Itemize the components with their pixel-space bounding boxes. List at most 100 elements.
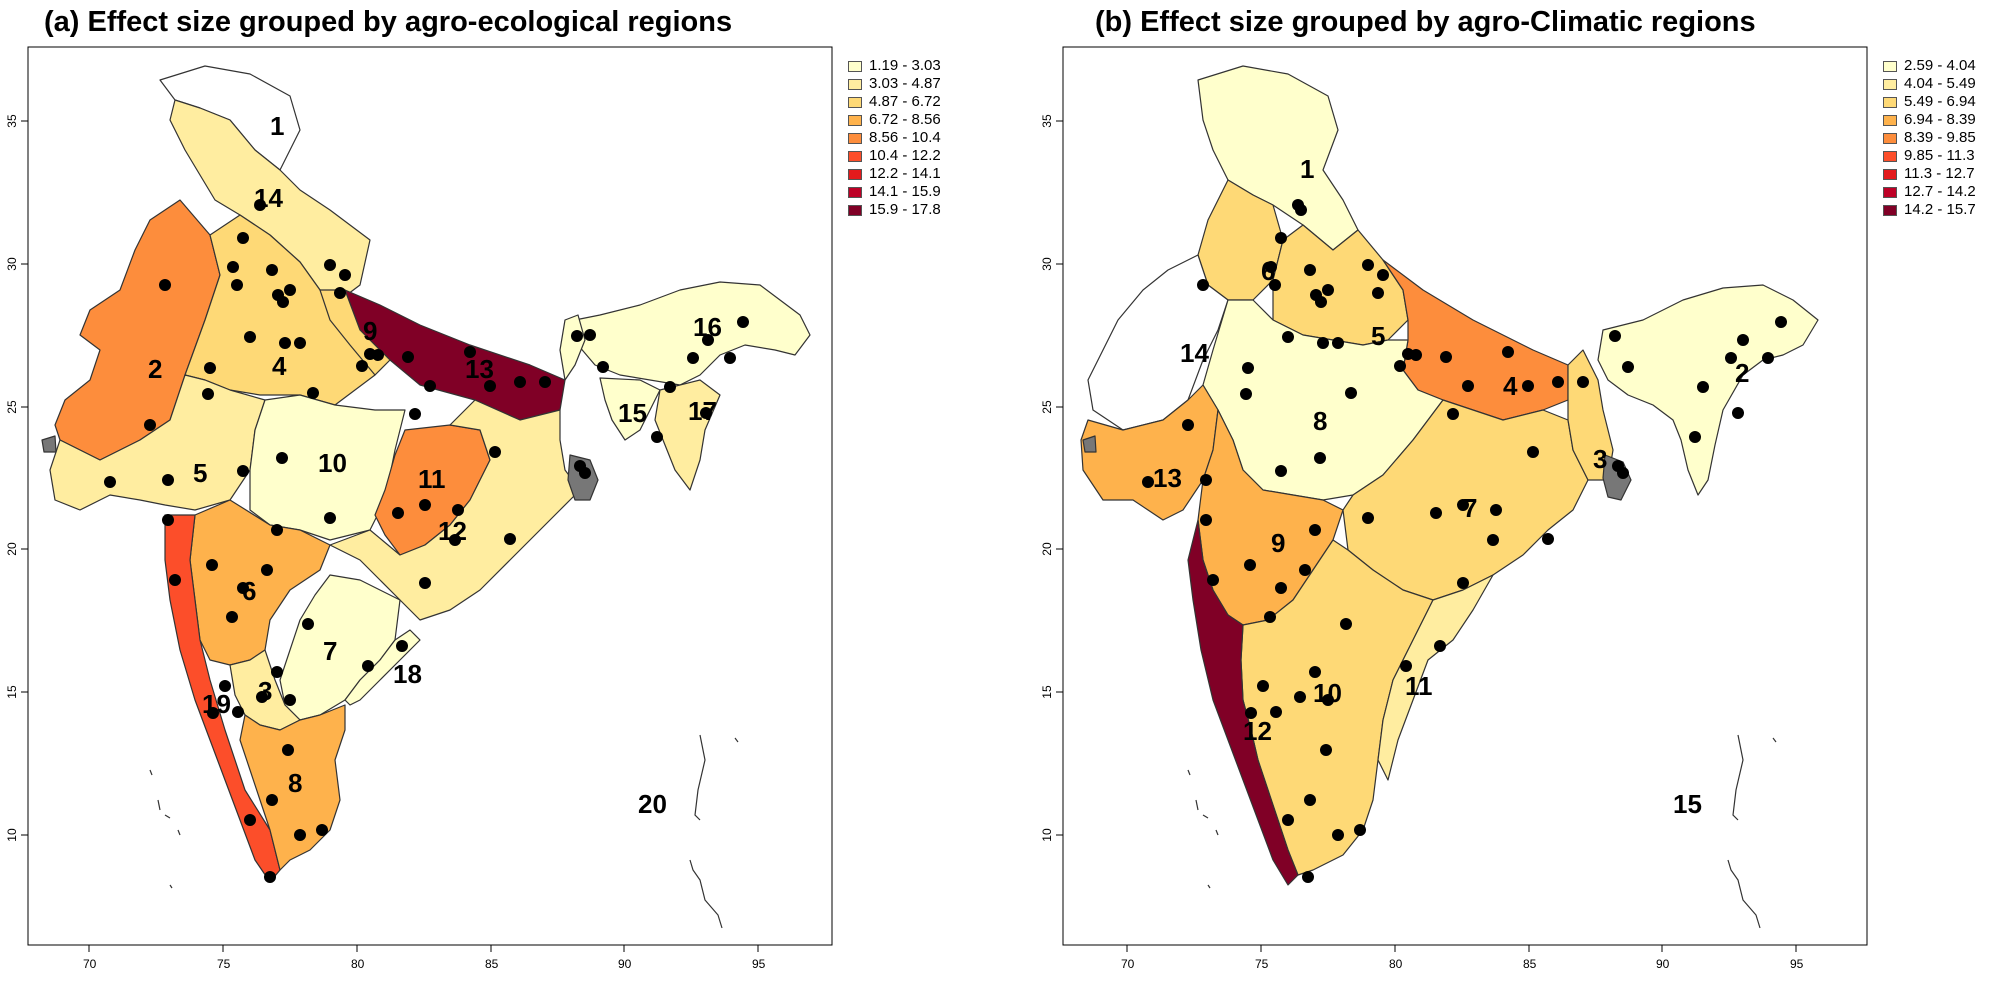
legend-label: 14.1 - 15.9 [869, 183, 941, 200]
legend-item: 6.94 - 8.39 [1883, 111, 1976, 129]
legend-item: 11.3 - 12.7 [1883, 165, 1976, 183]
y-tick-label: 15 [1040, 685, 1054, 699]
sample-points [104, 199, 749, 883]
legend-swatch [848, 96, 862, 108]
y-tick-label: 15 [5, 685, 19, 699]
legend-label: 9.85 - 11.3 [1904, 147, 1975, 164]
y-tick-label: 10 [1040, 828, 1054, 842]
x-tick-label: 90 [1656, 957, 1670, 971]
kutch-area [41, 435, 57, 453]
x-tick-label: 70 [1121, 957, 1135, 971]
region-labels: 1 2 3 4 5 6 7 8 9 10 11 12 13 14 15 16 1… [148, 111, 722, 819]
andaman-islands [149, 734, 739, 929]
y-tick-labels: 10 15 20 25 30 35 [1040, 114, 1054, 842]
region-label: 13 [1153, 463, 1182, 493]
x-tick-label: 75 [1255, 957, 1269, 971]
y-tick-label: 25 [1040, 400, 1054, 414]
region-label: 2 [1735, 358, 1749, 388]
plot-frame [1062, 46, 1868, 946]
legend-swatch [1883, 96, 1897, 108]
region-11-area [1377, 574, 1494, 781]
region-label: 6 [1261, 256, 1275, 286]
legend-label: 5.49 - 6.94 [1904, 93, 1976, 110]
legend-swatch [1883, 150, 1897, 162]
legend-swatch [1883, 168, 1897, 180]
x-axis [88, 945, 759, 952]
panel-b: (b) Effect size grouped by agro-Climatic… [1003, 0, 2006, 988]
region-label: 6 [242, 576, 256, 606]
y-axis [21, 120, 28, 836]
region-label: 2 [148, 354, 162, 384]
region-16-area [574, 281, 811, 386]
legend-label: 6.72 - 8.56 [869, 111, 941, 128]
legend-item: 10.4 - 12.2 [848, 147, 941, 165]
panel-b-title: (b) Effect size grouped by agro-Climatic… [1095, 6, 1756, 38]
plot-frame [27, 46, 833, 946]
legend-item: 3.03 - 4.87 [848, 75, 941, 93]
x-tick-label: 75 [217, 957, 231, 971]
region-label: 9 [1271, 528, 1285, 558]
region-label: 7 [323, 636, 337, 666]
region-label: 8 [288, 768, 302, 798]
legend-label: 1.19 - 3.03 [869, 57, 941, 74]
x-axis [1126, 945, 1797, 952]
region-labels: 1 2 3 4 5 6 7 8 9 10 11 12 13 14 15 [1153, 154, 1749, 819]
legend-swatch [848, 186, 862, 198]
map-b: 1 2 3 4 5 6 7 8 9 10 11 12 13 14 15 70 7… [1040, 46, 1868, 971]
legend-item: 14.2 - 15.7 [1883, 201, 1976, 219]
sample-points [1142, 199, 1787, 883]
legend-swatch [1883, 114, 1897, 126]
region-label: 5 [193, 458, 207, 488]
legend-item: 4.04 - 5.49 [1883, 75, 1976, 93]
y-tick-label: 35 [5, 114, 19, 128]
region-label: 17 [688, 396, 717, 426]
legend-item: 12.2 - 14.1 [848, 165, 941, 183]
legend-label: 4.04 - 5.49 [1904, 75, 1976, 92]
delta-area [1602, 454, 1632, 501]
legend-label: 3.03 - 4.87 [869, 75, 941, 92]
region-label: 12 [1243, 716, 1272, 746]
panel-a: (a) Effect size grouped by agro-ecologic… [0, 0, 1003, 988]
region-label: 4 [1503, 371, 1518, 401]
region-label: 9 [363, 316, 377, 346]
y-tick-label: 25 [5, 400, 19, 414]
legend-label: 15.9 - 17.8 [869, 201, 941, 218]
region-label: 14 [254, 183, 283, 213]
legend-item: 6.72 - 8.56 [848, 111, 941, 129]
x-tick-label: 80 [351, 957, 365, 971]
legend-label: 11.3 - 12.7 [1904, 165, 1975, 182]
legend-label: 10.4 - 12.2 [869, 147, 941, 164]
legend-swatch [1883, 186, 1897, 198]
x-tick-label: 80 [1389, 957, 1403, 971]
legend-item: 9.85 - 11.3 [1883, 147, 1976, 165]
x-tick-label: 95 [752, 957, 766, 971]
legend-swatch [848, 150, 862, 162]
legend-label: 2.59 - 4.04 [1904, 57, 1976, 74]
legend-swatch [848, 60, 862, 72]
region-label: 13 [465, 354, 494, 384]
legend-item: 2.59 - 4.04 [1883, 57, 1976, 75]
region-label: 3 [258, 676, 272, 706]
region-label: 11 [418, 464, 446, 494]
region-15-area [599, 377, 661, 441]
legend-swatch [848, 114, 862, 126]
y-tick-labels: 10 15 20 25 30 35 [5, 114, 19, 842]
y-tick-label: 30 [1040, 257, 1054, 271]
legend-label: 8.56 - 10.4 [869, 129, 941, 146]
region-label: 10 [318, 448, 347, 478]
andaman-islands [1187, 734, 1777, 929]
region-label: 8 [1313, 406, 1327, 436]
region-label: 18 [393, 659, 422, 689]
legend-swatch [848, 168, 862, 180]
region-label: 15 [1673, 789, 1702, 819]
legend-label: 12.7 - 14.2 [1904, 183, 1976, 200]
x-tick-labels: 70 75 80 85 90 95 [83, 957, 766, 971]
y-tick-label: 20 [1040, 542, 1054, 556]
region-label: 16 [693, 312, 722, 342]
legend-item: 8.39 - 9.85 [1883, 129, 1976, 147]
legend-swatch [848, 132, 862, 144]
legend-item: 14.1 - 15.9 [848, 183, 941, 201]
legend-item: 5.49 - 6.94 [1883, 93, 1976, 111]
region-label: 1 [270, 111, 284, 141]
region-label: 10 [1313, 678, 1342, 708]
